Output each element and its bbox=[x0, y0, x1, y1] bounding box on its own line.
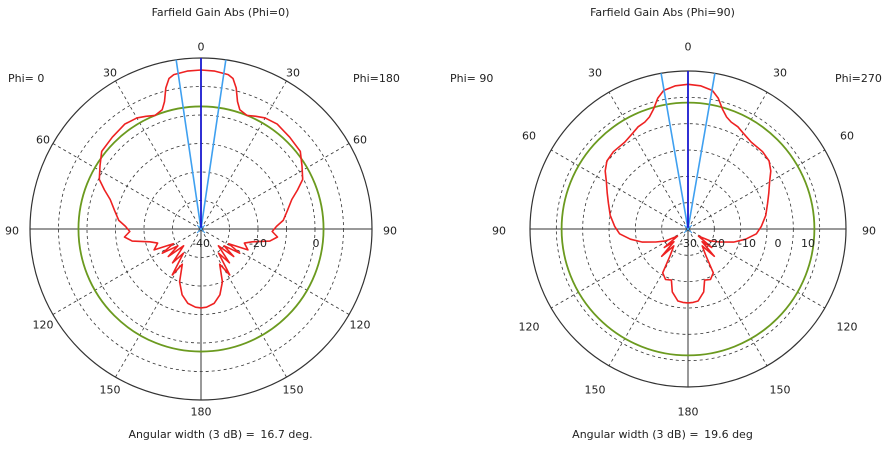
angular-width-value: 16.7 deg. bbox=[260, 428, 313, 441]
theta-label-30-right: 30 bbox=[773, 66, 787, 80]
angular-width-label: Angular width (3 dB) = bbox=[128, 428, 255, 441]
theta-label-180: 180 bbox=[677, 405, 699, 419]
grid-spoke bbox=[200, 228, 287, 378]
theta-label-60-left: 60 bbox=[36, 133, 50, 147]
grid-spoke bbox=[200, 80, 287, 230]
grid-spoke bbox=[608, 91, 689, 230]
grid-spoke bbox=[115, 80, 202, 230]
theta-label-60-right: 60 bbox=[353, 133, 367, 147]
chart-title: Farfield Gain Abs (Phi=0) bbox=[151, 6, 290, 19]
beamwidth-line bbox=[687, 73, 716, 230]
radial-tick-label: 0 bbox=[775, 237, 782, 250]
grid-spoke bbox=[687, 228, 826, 309]
grid-spoke bbox=[200, 228, 350, 315]
right-phi-label: Phi=180 bbox=[353, 72, 400, 85]
center-marker bbox=[196, 224, 206, 234]
theta-label-60-right: 60 bbox=[840, 129, 854, 143]
gain-pattern-curve bbox=[98, 69, 304, 309]
radial-tick-label: -10 bbox=[738, 237, 756, 250]
grid-spoke bbox=[608, 228, 689, 367]
grid-spoke bbox=[115, 228, 202, 378]
left-phi-label: Phi= 90 bbox=[450, 72, 494, 85]
grid-spoke bbox=[550, 228, 689, 309]
theta-label-0: 0 bbox=[684, 40, 692, 54]
radial-tick-label: 10 bbox=[801, 237, 815, 250]
angular-width-value: 19.6 deg bbox=[704, 428, 753, 441]
radial-tick-label: -20 bbox=[707, 237, 725, 250]
theta-label-30-left: 30 bbox=[103, 66, 117, 80]
angular-width-readout: Angular width (3 dB) = 19.6 deg bbox=[442, 428, 883, 441]
grid-spoke bbox=[52, 228, 202, 315]
theta-label-120-left: 120 bbox=[32, 318, 54, 332]
chart-title: Farfield Gain Abs (Phi=90) bbox=[590, 6, 735, 19]
beamwidth-line bbox=[200, 59, 227, 230]
polar-plot-phi0: -40 -20 0 Farfield Gain Abs (Phi=0) Phi= 0… bbox=[0, 0, 441, 452]
theta-label-90-right: 90 bbox=[383, 224, 397, 238]
polar-chart-phi0: -40 -20 0 bbox=[29, 57, 373, 401]
theta-label-150-right: 150 bbox=[769, 383, 791, 397]
theta-label-150-left: 150 bbox=[99, 383, 121, 397]
grid-spoke bbox=[200, 143, 350, 230]
grid-spoke bbox=[52, 143, 202, 230]
grid-spoke bbox=[550, 149, 689, 230]
theta-label-120-right: 120 bbox=[836, 320, 858, 334]
radial-tick-label: -30 bbox=[679, 237, 697, 250]
theta-label-30-right: 30 bbox=[286, 66, 300, 80]
angular-width-label: Angular width (3 dB) = bbox=[572, 428, 699, 441]
theta-label-150-right: 150 bbox=[282, 383, 304, 397]
theta-label-0: 0 bbox=[197, 40, 205, 54]
right-phi-label: Phi=270 bbox=[835, 72, 882, 85]
angular-width-readout: Angular width (3 dB) = 16.7 deg. bbox=[0, 428, 441, 441]
radial-tick-label: -40 bbox=[192, 237, 210, 250]
polar-chart-phi90: -30 -20 -10 0 10 bbox=[529, 70, 847, 388]
theta-label-90-left: 90 bbox=[5, 224, 19, 238]
beamwidth-line bbox=[175, 59, 202, 230]
radial-tick-label: -20 bbox=[249, 237, 267, 250]
gain-pattern-curve bbox=[604, 83, 772, 304]
radial-tick-label: 0 bbox=[313, 237, 320, 250]
beamwidth-line bbox=[660, 73, 689, 230]
theta-label-120-left: 120 bbox=[518, 320, 540, 334]
grid-spoke bbox=[687, 228, 768, 367]
theta-label-90-right: 90 bbox=[862, 224, 876, 238]
theta-label-60-left: 60 bbox=[522, 129, 536, 143]
theta-label-90-left: 90 bbox=[492, 224, 506, 238]
theta-label-150-left: 150 bbox=[584, 383, 606, 397]
theta-label-30-left: 30 bbox=[588, 66, 602, 80]
left-phi-label: Phi= 0 bbox=[8, 72, 45, 85]
grid-spoke bbox=[687, 91, 768, 230]
theta-label-180: 180 bbox=[190, 405, 212, 419]
polar-plot-phi90: -30 -20 -10 0 10 Farfield Gain Abs (Phi=90) … bbox=[442, 0, 883, 452]
grid-spoke bbox=[687, 149, 826, 230]
center-marker bbox=[683, 224, 693, 234]
theta-label-120-right: 120 bbox=[349, 318, 371, 332]
